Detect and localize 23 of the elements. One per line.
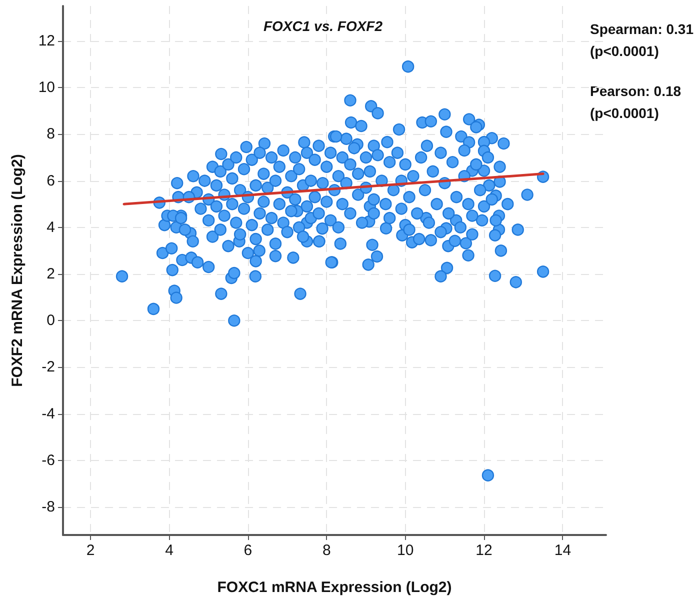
x-tick-label: 8 <box>322 542 331 559</box>
y-tick-label: -2 <box>42 358 55 376</box>
y-tick-label: 0 <box>46 312 55 330</box>
y-tick-label: 10 <box>38 79 55 96</box>
text: FOXC1 vs. FOXF2 <box>263 18 383 34</box>
x-tick-label: 10 <box>396 542 414 559</box>
x-tick-label: 6 <box>244 542 252 559</box>
y-tick-label: -4 <box>42 405 55 422</box>
y-tick-label: -6 <box>42 452 55 469</box>
annotation: Pearson: 0.18 (p<0.0001) <box>590 83 682 121</box>
annotation: Spearman: 0.31 (p<0.0001) <box>590 21 694 59</box>
y-tick-label: -8 <box>42 498 55 516</box>
x-tick-label: 4 <box>165 542 174 559</box>
x-axis-title: FOXC1 mRNA Expression (Log2) <box>217 579 452 596</box>
y-tick-label: 12 <box>38 32 55 50</box>
y-tick-label: 6 <box>46 172 55 190</box>
y-axis-title: FOXF2 mRNA Expression (Log2) <box>9 154 26 387</box>
x-tick-label: 2 <box>86 542 95 559</box>
y-tick-label: 4 <box>46 218 55 236</box>
y-tick-label: 2 <box>46 265 55 282</box>
y-tick-label: 8 <box>46 126 55 143</box>
x-tick-label: 12 <box>476 542 492 559</box>
x-tick-label: 14 <box>554 542 572 559</box>
